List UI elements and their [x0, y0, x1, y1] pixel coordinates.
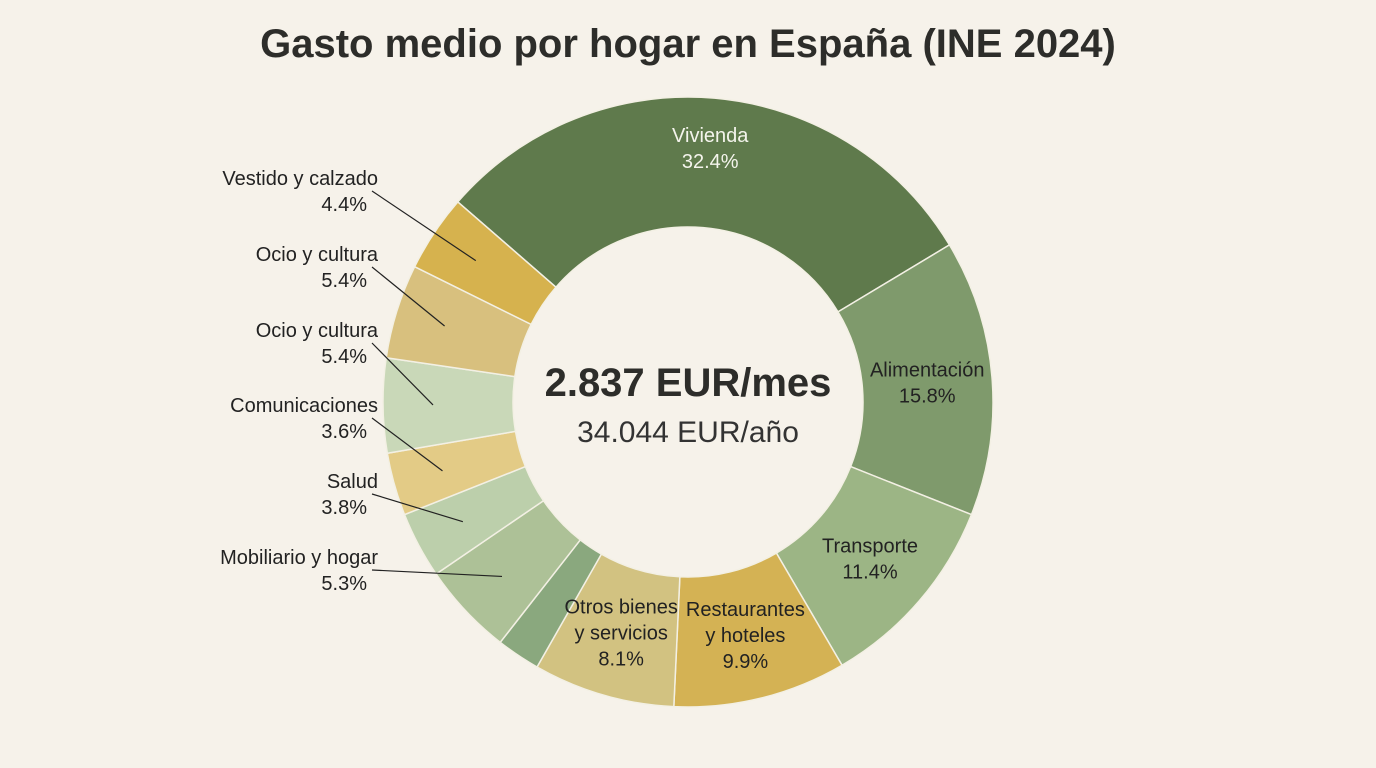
- slice-alimentación: [836, 243, 994, 516]
- slice-label: Transporte 11.4%: [822, 535, 918, 583]
- slice-label: Restaurantes y hoteles 9.9%: [686, 599, 805, 673]
- slice-label: Alimentación 15.8%: [870, 359, 985, 407]
- leader-line: [371, 342, 434, 406]
- slice-vivienda: [456, 96, 951, 313]
- slice-label: Otros bienes y servicios 8.1%: [564, 597, 677, 671]
- leader-line: [371, 266, 445, 327]
- slice-label: Ocio y cultura 5.4%: [256, 244, 379, 292]
- center-total-yearly: 34.044 EUR/año: [577, 416, 799, 449]
- slice-label: Mobiliario y hogar 5.3%: [220, 547, 378, 595]
- leader-line: [371, 493, 464, 523]
- slice-vestido-y-calzado: [413, 200, 557, 326]
- chart-title: Gasto medio por hogar en España (INE 202…: [260, 22, 1116, 66]
- center-total-monthly: 2.837 EUR/mes: [545, 361, 832, 405]
- slice-label: Vestido y calzado 4.4%: [222, 168, 378, 216]
- slice-label: Salud 3.8%: [321, 471, 378, 519]
- leader-line: [371, 190, 477, 262]
- leader-line: [371, 569, 503, 578]
- slice-label: Comunicaciones 3.6%: [230, 395, 378, 443]
- slice-label: Ocio y cultura 5.4%: [256, 320, 379, 368]
- leader-line: [371, 417, 443, 472]
- slice-label: Vivienda 32.4%: [672, 125, 749, 173]
